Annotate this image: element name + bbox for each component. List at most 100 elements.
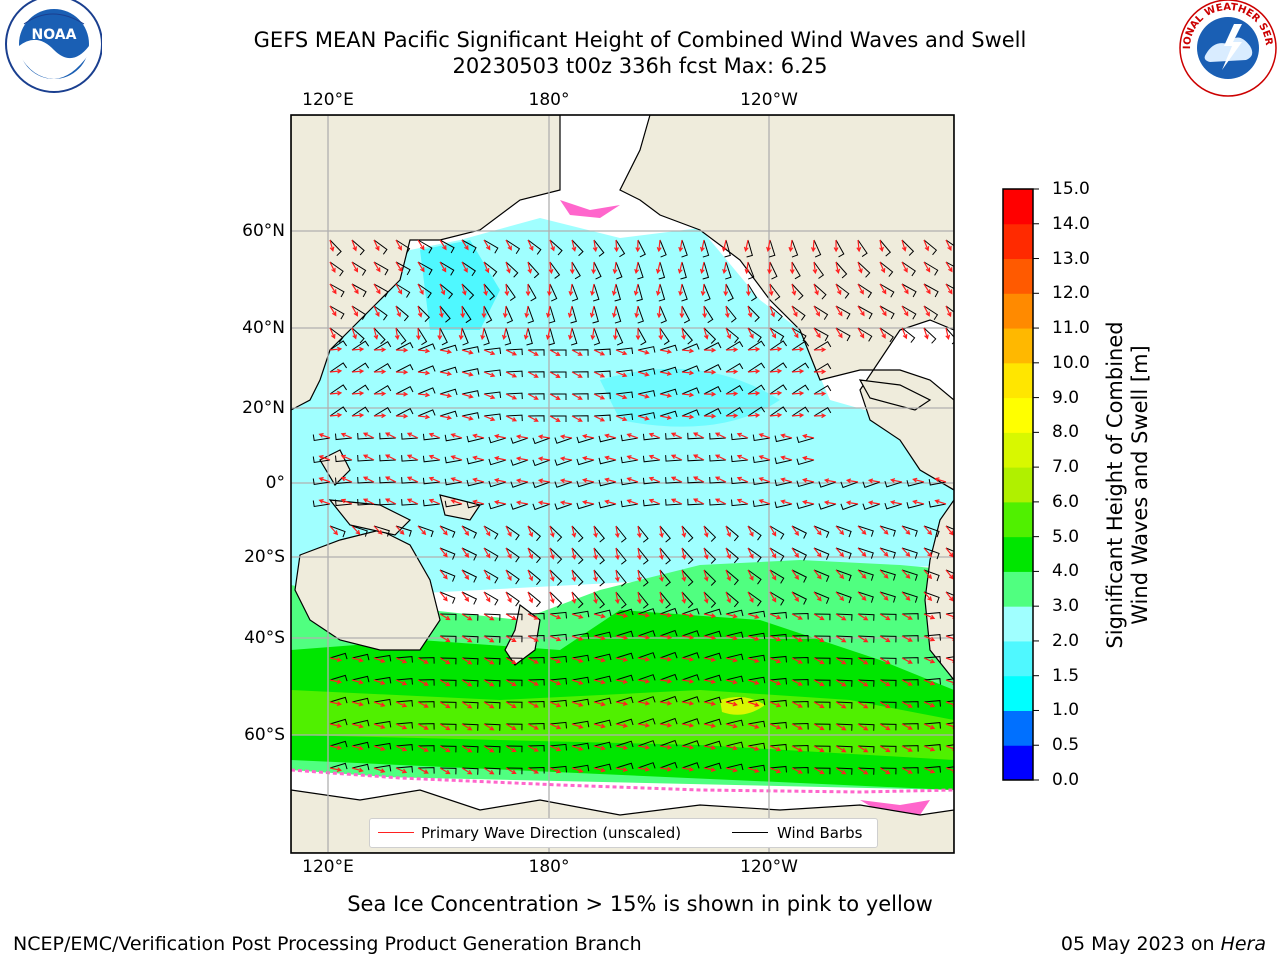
wind-barb — [703, 407, 722, 417]
wind-barb — [703, 740, 722, 748]
wind-barb — [329, 283, 345, 298]
wave-direction-arrow — [901, 327, 908, 340]
wave-direction-arrow — [428, 432, 441, 439]
wave-direction-arrow — [483, 547, 491, 559]
wind-barb — [769, 611, 788, 619]
wave-direction-arrow — [494, 456, 507, 461]
wave-direction-arrow — [527, 591, 534, 604]
wind-barb — [401, 499, 419, 506]
wave-direction-arrow — [758, 477, 771, 483]
wave-direction-arrow — [505, 591, 512, 603]
wind-barb — [725, 653, 744, 661]
wind-barb — [884, 480, 903, 488]
wind-barb — [681, 343, 700, 351]
wave-direction-arrow — [537, 434, 551, 440]
wind-barb — [615, 608, 634, 616]
wave-direction-arrow — [351, 745, 364, 751]
wind-barb — [461, 569, 478, 583]
wind-barb — [879, 701, 897, 709]
wave-direction-arrow — [527, 547, 534, 560]
wind-barb — [769, 699, 788, 707]
wind-barb — [774, 457, 793, 465]
wind-barb — [725, 305, 737, 323]
wave-direction-arrow — [648, 498, 661, 505]
wind-barb — [901, 525, 918, 537]
wave-direction-arrow — [769, 368, 783, 374]
wind-barb — [923, 591, 940, 604]
wave-direction-arrow — [835, 767, 847, 775]
wave-direction-arrow — [593, 569, 598, 583]
wind-barb — [906, 480, 925, 487]
wind-barb — [527, 744, 545, 752]
wind-barb — [395, 678, 413, 685]
wind-barb — [857, 283, 873, 299]
wind-barb — [439, 261, 455, 276]
wind-barb — [774, 435, 793, 443]
wave-direction-arrow — [439, 679, 451, 687]
wave-direction-arrow — [505, 349, 518, 356]
wave-direction-arrow — [527, 261, 533, 274]
wind-barb — [637, 305, 644, 324]
wave-direction-arrow — [835, 635, 847, 643]
wind-barb — [681, 674, 700, 681]
wind-barb — [550, 349, 567, 356]
wind-barb — [373, 742, 392, 750]
wind-barb — [791, 327, 807, 342]
wind-barb — [862, 481, 881, 489]
wave-direction-arrow — [791, 525, 799, 537]
wave-direction-arrow — [406, 432, 419, 439]
wave-direction-arrow — [681, 370, 695, 376]
wave-direction-arrow — [329, 368, 343, 374]
wind-barb — [637, 412, 656, 419]
wave-direction-arrow — [483, 591, 491, 603]
wind-barb — [549, 633, 568, 641]
wave-direction-arrow — [923, 327, 929, 340]
wind-barb — [637, 762, 656, 769]
wave-direction-arrow — [769, 591, 777, 603]
wave-direction-arrow — [439, 569, 448, 580]
wave-direction-arrow — [648, 476, 661, 483]
wind-barb — [769, 655, 788, 663]
wave-direction-arrow — [857, 547, 867, 557]
wind-barb — [923, 239, 938, 256]
wave-direction-arrow — [611, 283, 617, 296]
wave-direction-arrow — [483, 393, 496, 400]
wave-direction-arrow — [635, 327, 641, 341]
wind-barb — [351, 261, 367, 276]
wave-direction-arrow — [945, 569, 954, 580]
wave-direction-arrow — [857, 613, 869, 621]
wave-direction-arrow — [373, 239, 380, 252]
wave-direction-arrow — [857, 701, 869, 709]
wind-barb — [659, 366, 678, 374]
wind-barb — [549, 743, 568, 751]
wave-direction-arrow — [692, 498, 705, 505]
wave-direction-arrow — [758, 433, 771, 439]
wind-barb — [527, 569, 542, 586]
wind-barb — [549, 569, 563, 586]
wave-direction-arrow — [428, 476, 441, 483]
wind-barb — [373, 676, 392, 684]
wave-direction-arrow — [593, 723, 606, 729]
wave-direction-arrow — [857, 657, 869, 665]
wind-barb — [329, 696, 348, 704]
wind-barb — [769, 569, 785, 584]
wave-direction-arrow — [461, 415, 474, 421]
wave-direction-arrow — [351, 283, 359, 295]
wave-direction-arrow — [373, 261, 381, 273]
wave-direction-arrow — [527, 393, 539, 400]
wave-direction-arrow — [329, 412, 343, 418]
wind-barb — [329, 740, 348, 748]
wave-direction-arrow — [505, 613, 517, 621]
wave-direction-arrow — [714, 432, 727, 439]
wind-barb — [879, 547, 896, 559]
wind-barb — [329, 305, 345, 320]
wind-barb — [549, 765, 568, 773]
wind-barb — [687, 432, 705, 440]
wind-barb — [945, 569, 954, 574]
wave-direction-arrow — [658, 327, 664, 341]
wave-direction-arrow — [461, 657, 473, 665]
wave-direction-arrow — [351, 723, 364, 729]
wave-direction-arrow — [945, 239, 952, 251]
wind-barb — [791, 547, 807, 561]
wind-barb — [483, 547, 499, 562]
